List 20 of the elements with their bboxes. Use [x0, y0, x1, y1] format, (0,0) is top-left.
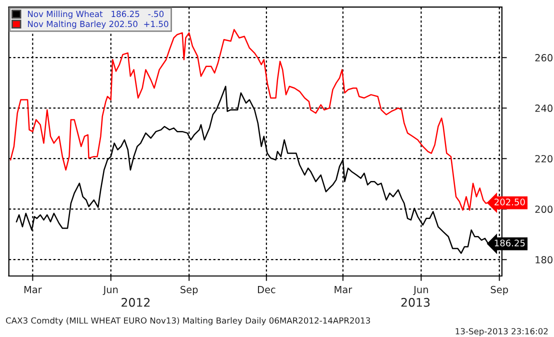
x-tick-label: Sep	[180, 286, 198, 296]
y-tick-label: 240	[535, 104, 552, 112]
x-tick-label: Sep	[490, 286, 508, 296]
legend-label: Nov Malting Barley 202.50 +1.50	[28, 20, 168, 29]
text: CAX3 Comdty (MILL WHEAT EURO Nov13) Malting Barley Daily 06MAR2012-14APR2013	[6, 317, 370, 326]
y-tick-label: 220	[535, 155, 552, 162]
y-tick-label: 260	[535, 54, 552, 62]
x-tick-label: Mar	[334, 286, 352, 294]
text: 2013	[401, 298, 430, 307]
data-label: 186.25	[494, 240, 525, 246]
data-label: 202.50	[494, 198, 525, 206]
x-tick-label: Dec	[258, 286, 276, 294]
legend-label: Nov Milling Wheat 186.25 -.50	[28, 10, 164, 19]
x-tick-label: Jun	[102, 286, 118, 296]
x-tick-label: Jun	[413, 286, 428, 296]
y-tick-label: 200	[535, 206, 552, 213]
x-tick-label: Mar	[24, 286, 42, 294]
y-tick-label: 180	[536, 256, 552, 264]
text: 13-Sep-2013 23:16:02	[456, 328, 548, 336]
text: 2012	[122, 298, 150, 307]
